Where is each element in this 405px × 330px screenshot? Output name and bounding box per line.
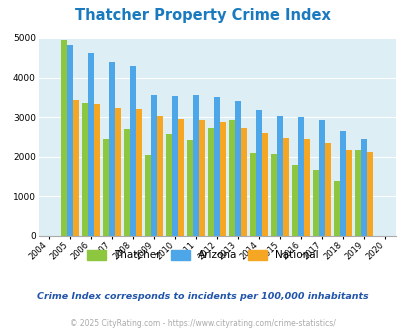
Bar [136, 109, 142, 236]
Bar [172, 96, 178, 236]
Bar [115, 108, 121, 236]
Text: © 2025 CityRating.com - https://www.cityrating.com/crime-statistics/: © 2025 CityRating.com - https://www.city… [70, 319, 335, 328]
Bar [324, 143, 330, 236]
Bar [262, 133, 267, 236]
Bar [339, 131, 345, 236]
Bar [241, 128, 247, 236]
Bar [94, 104, 100, 236]
Bar [271, 154, 277, 236]
Bar [130, 66, 136, 236]
Bar [88, 53, 94, 236]
Text: Crime Index corresponds to incidents per 100,000 inhabitants: Crime Index corresponds to incidents per… [37, 292, 368, 301]
Bar [103, 139, 109, 236]
Legend: Thatcher, Arizona, National: Thatcher, Arizona, National [87, 250, 318, 260]
Bar [214, 97, 220, 236]
Bar [298, 117, 303, 236]
Text: Thatcher Property Crime Index: Thatcher Property Crime Index [75, 8, 330, 23]
Bar [283, 138, 288, 236]
Bar [208, 128, 214, 236]
Bar [178, 119, 183, 236]
Bar [355, 150, 360, 236]
Bar [151, 95, 157, 236]
Bar [145, 155, 151, 236]
Bar [367, 151, 372, 236]
Bar [193, 95, 198, 236]
Bar [360, 139, 367, 236]
Bar [319, 119, 324, 236]
Bar [67, 45, 73, 236]
Bar [256, 111, 262, 236]
Bar [124, 129, 130, 236]
Bar [73, 100, 79, 236]
Bar [198, 119, 205, 236]
Bar [220, 122, 226, 236]
Bar [250, 153, 256, 236]
Bar [82, 103, 88, 236]
Bar [157, 116, 162, 236]
Bar [345, 149, 351, 236]
Bar [229, 120, 235, 236]
Bar [109, 62, 115, 236]
Bar [313, 170, 319, 236]
Bar [292, 165, 298, 236]
Bar [61, 40, 67, 236]
Bar [334, 181, 339, 236]
Bar [277, 115, 283, 236]
Bar [166, 134, 172, 236]
Bar [303, 139, 309, 236]
Bar [235, 101, 241, 236]
Bar [187, 140, 193, 236]
